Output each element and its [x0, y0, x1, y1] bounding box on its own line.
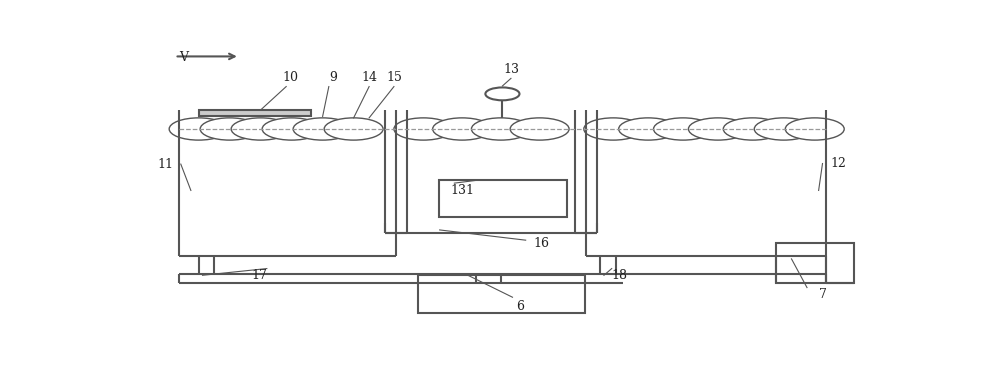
- Circle shape: [433, 118, 492, 140]
- Bar: [418, 275, 585, 314]
- Bar: [776, 243, 854, 283]
- Text: 15: 15: [386, 71, 402, 84]
- Circle shape: [200, 118, 259, 140]
- Text: 7: 7: [819, 288, 826, 301]
- Text: 9: 9: [329, 71, 337, 84]
- Circle shape: [324, 118, 383, 140]
- Text: 12: 12: [830, 157, 846, 170]
- Text: 6: 6: [516, 299, 524, 312]
- Circle shape: [293, 118, 352, 140]
- Circle shape: [231, 118, 290, 140]
- Text: 13: 13: [503, 63, 519, 76]
- Circle shape: [619, 118, 678, 140]
- Circle shape: [723, 118, 782, 140]
- Circle shape: [654, 118, 712, 140]
- Text: 18: 18: [611, 269, 627, 282]
- Bar: [439, 180, 567, 217]
- Circle shape: [754, 118, 813, 140]
- Circle shape: [510, 118, 569, 140]
- Text: 17: 17: [251, 269, 267, 282]
- Bar: [199, 110, 311, 116]
- Circle shape: [169, 118, 228, 140]
- Text: 10: 10: [282, 71, 298, 84]
- Circle shape: [688, 118, 747, 140]
- Text: 131: 131: [450, 184, 474, 197]
- Text: V: V: [179, 51, 188, 64]
- Circle shape: [262, 118, 321, 140]
- Text: 14: 14: [361, 71, 377, 84]
- Circle shape: [785, 118, 844, 140]
- Text: 16: 16: [533, 237, 549, 250]
- Text: 11: 11: [157, 158, 173, 171]
- Circle shape: [485, 87, 519, 100]
- Circle shape: [584, 118, 643, 140]
- Circle shape: [471, 118, 530, 140]
- Circle shape: [394, 118, 453, 140]
